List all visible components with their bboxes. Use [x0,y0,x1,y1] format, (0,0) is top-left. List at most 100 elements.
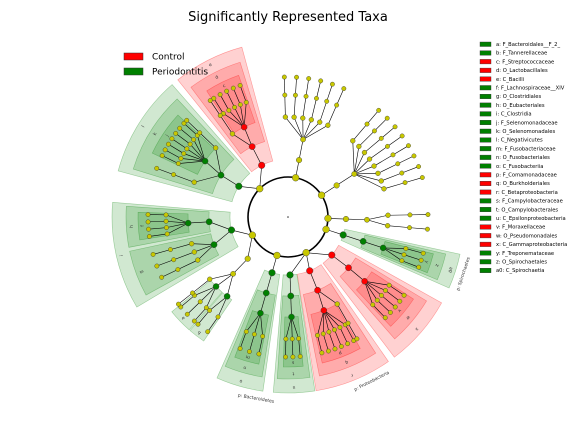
key-entry: w: O_Pseudomonadales [496,233,558,239]
tree-branch [170,243,192,250]
tree-branch [243,102,247,128]
genus-node [390,152,396,158]
tree-branch [316,80,321,99]
tree-branch [334,329,342,347]
species-node [283,354,288,360]
key-entry: s: F_Campylobacteraceae [496,199,563,205]
class-node [286,271,294,279]
clade-key-label: w [404,314,410,320]
tree-branch [336,88,345,106]
order-node [287,292,295,300]
tree-branch [165,214,189,224]
tree-branch [311,98,317,120]
tree-branch [194,244,215,253]
tree-branch [199,132,216,149]
tree-branch [404,177,423,183]
phylum-node [322,225,330,233]
clade-key-label: v [396,308,402,314]
genus-node [215,314,221,320]
class-node [306,267,314,275]
tree-branch [178,160,206,164]
tree-branch [381,126,396,139]
tree-branch [167,222,189,235]
tree-branch [306,252,332,256]
tree-branch [197,244,215,261]
genus-node [178,156,184,161]
tree-branch [336,303,349,324]
tree-branch [197,135,206,162]
key-entry: g: O_Clostridiales [496,94,541,100]
family-node [201,157,209,165]
key-swatch [479,128,492,134]
legend-label: Periodontitis [152,68,208,78]
order-node [205,218,213,226]
tree-branch [161,269,179,278]
species-node [146,226,151,232]
tree-branch [189,143,206,162]
genus-node [403,246,409,251]
key-entry: u: C_Epsilonproteobacteria [496,216,566,222]
genus-node [282,92,288,98]
tree-branch [200,286,217,302]
tree-branch [165,149,182,159]
class-node [296,157,303,164]
key-entry: x: C_Gammaproteobacteria [496,242,567,248]
tree-branch [233,88,241,105]
species-node [332,346,338,352]
tree-branch [232,258,248,275]
tree-branch [173,174,195,183]
tree-branch [247,235,253,259]
tree-branch [309,270,318,291]
species-node [181,120,187,126]
tree-branch [364,281,386,291]
species-node [411,153,417,159]
genus-node [232,104,237,110]
species-node [341,86,347,92]
tree-branch [352,140,355,174]
clade-key-label: z [433,263,439,267]
genus-node [283,336,289,342]
key-swatch [479,172,492,178]
species-node [318,78,324,84]
tree-branch [226,91,235,108]
tree-branch [239,85,247,103]
key-entry: p: F_Comamonadaceae [496,173,557,179]
tree-branch [192,279,210,294]
key-entry: t: O_Campylobacterales [496,207,558,213]
clade-key-label: h [129,225,135,228]
tree-branch [197,310,210,325]
tree-branch [364,280,390,286]
species-node [384,115,390,121]
species-node [224,88,230,94]
species-node [237,346,243,351]
key-entry: l: C_Negativicutes [496,138,543,144]
tree-branch [366,110,379,125]
phylum-node [317,191,326,199]
phylum-node [273,251,281,260]
species-node [354,336,360,342]
species-node [247,349,252,354]
tree-branch [302,119,312,140]
family-node [282,114,288,120]
clade-key-label: d [214,74,219,81]
class-highlight [296,264,389,392]
key-entry: o: C_Fusobacteriia [496,164,543,170]
genus-node [163,212,169,218]
species-node [416,264,422,270]
genus-node [207,308,212,313]
species-node [330,81,335,87]
tree-branch [366,219,388,227]
clade-key-label: s [291,359,294,364]
family-node [213,145,219,151]
genus-node [378,135,384,141]
tree-branch [285,316,292,340]
genus-node [217,113,223,118]
species-node [154,263,160,269]
order-node [364,216,370,223]
family-node [195,257,201,263]
clade-key-label: g [139,269,145,274]
species-node [169,136,175,142]
genus-node [175,161,181,166]
family-node [257,309,264,317]
genus-node [374,297,380,303]
